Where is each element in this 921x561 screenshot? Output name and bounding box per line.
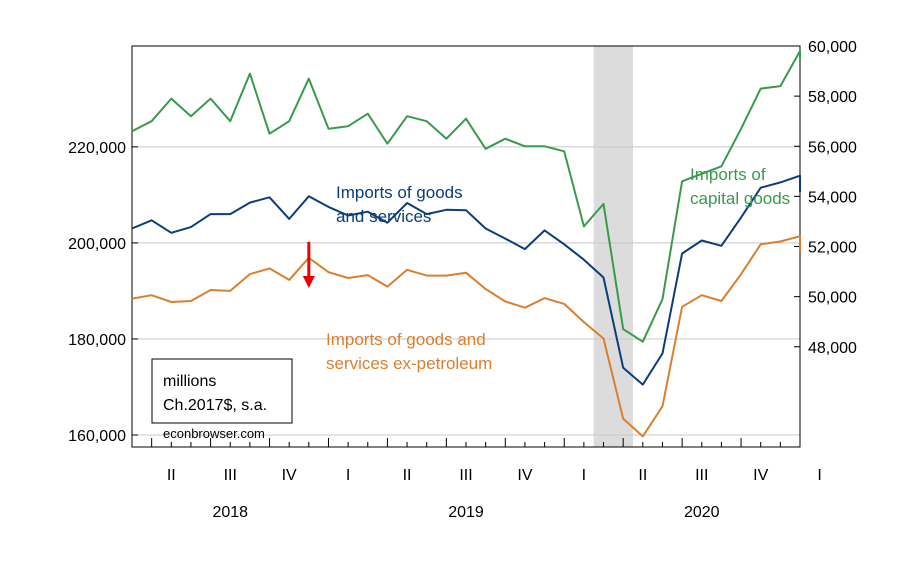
quarter-label: II — [638, 467, 647, 484]
series-line-1 — [131, 235, 801, 438]
quarter-label: II — [167, 467, 176, 484]
quarter-label: I — [346, 467, 350, 484]
quarter-label: II — [403, 467, 412, 484]
quarter-label: I — [582, 467, 586, 484]
right-y-axis: 48,000 50,000 52,000 54,000 56,000 58,000 60,0… — [794, 39, 857, 357]
series-label-2: Imports of — [690, 165, 766, 184]
year-label: 2019 — [448, 504, 484, 521]
right-tick-label: 60,000 — [808, 39, 857, 56]
recession-band — [593, 46, 633, 447]
quarter-label: IV — [753, 467, 768, 484]
year-label: 2018 — [212, 504, 248, 521]
source-label: econbrowser.com — [163, 426, 265, 441]
right-tick-label: 48,000 — [808, 340, 857, 357]
quarter-label: III — [459, 467, 472, 484]
series-label-0: and services — [336, 207, 431, 226]
units-label: Ch.2017$, s.a. — [163, 397, 267, 414]
left-tick-label: 180,000 — [68, 332, 126, 349]
units-label: millions — [163, 373, 216, 390]
right-tick-label: 50,000 — [808, 290, 857, 307]
right-tick-label: 52,000 — [808, 240, 857, 257]
left-tick-label: 160,000 — [68, 428, 126, 445]
left-y-axis: 160,000 180,000 200,000 220,000 — [68, 140, 138, 445]
right-tick-label: 54,000 — [808, 189, 857, 206]
series-label-1: Imports of goods and — [326, 330, 486, 349]
series-label-1: services ex-petroleum — [326, 354, 492, 373]
series-label-2: capital goods — [690, 189, 790, 208]
left-tick-label: 200,000 — [68, 236, 126, 253]
right-tick-label: 58,000 — [808, 89, 857, 106]
red-arrow-head — [302, 276, 315, 288]
series-layer — [131, 50, 801, 438]
gridlines — [132, 146, 800, 436]
units-box — [151, 358, 293, 424]
quarter-label: IV — [517, 467, 532, 484]
year-label: 2020 — [684, 504, 720, 521]
series-line-2 — [131, 50, 801, 343]
quarter-label: III — [695, 467, 708, 484]
quarter-label: IV — [282, 467, 297, 484]
quarter-label: I — [817, 467, 821, 484]
recession-shading-layer — [593, 46, 633, 447]
series-line-0 — [131, 174, 801, 386]
left-tick-label: 220,000 — [68, 140, 126, 157]
quarter-label: III — [224, 467, 237, 484]
annotations: Imports of goods and services Imports of g… — [151, 165, 790, 441]
series-label-0: Imports of goods — [336, 183, 463, 202]
right-tick-label: 56,000 — [808, 139, 857, 156]
